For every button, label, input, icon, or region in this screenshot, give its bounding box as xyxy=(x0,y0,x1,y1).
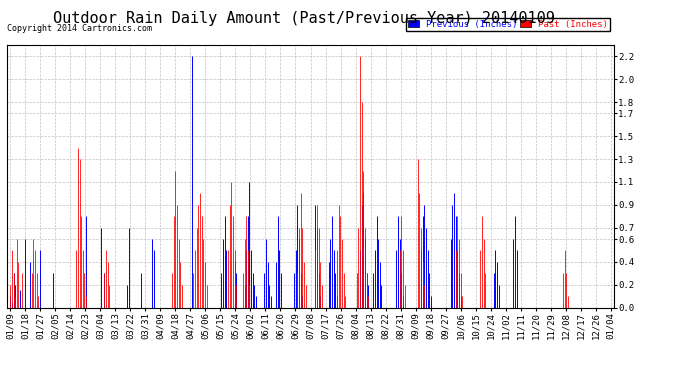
Text: Outdoor Rain Daily Amount (Past/Previous Year) 20140109: Outdoor Rain Daily Amount (Past/Previous… xyxy=(52,11,555,26)
Text: Copyright 2014 Cartronics.com: Copyright 2014 Cartronics.com xyxy=(7,24,152,33)
Legend: Previous (Inches), Past (Inches): Previous (Inches), Past (Inches) xyxy=(406,18,609,31)
